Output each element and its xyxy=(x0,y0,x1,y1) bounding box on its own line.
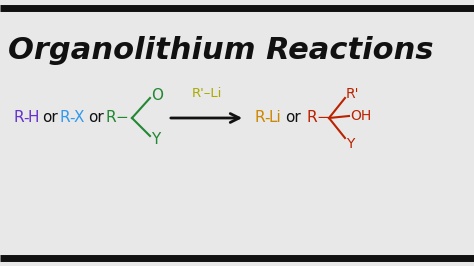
Text: Y: Y xyxy=(151,132,160,148)
Text: O: O xyxy=(151,89,163,103)
Text: or: or xyxy=(42,110,58,126)
Text: Y: Y xyxy=(346,137,355,151)
Text: OH: OH xyxy=(350,109,371,123)
Text: R: R xyxy=(307,110,318,126)
Text: Organolithium Reactions: Organolithium Reactions xyxy=(8,36,434,65)
Text: or: or xyxy=(88,110,104,126)
Text: -: - xyxy=(69,110,74,126)
Text: or: or xyxy=(285,110,301,126)
Text: Li: Li xyxy=(269,110,282,126)
Text: R'–Li: R'–Li xyxy=(191,87,222,100)
Text: R: R xyxy=(106,110,117,126)
Text: -: - xyxy=(264,110,270,126)
Text: X: X xyxy=(74,110,84,126)
Text: −: − xyxy=(115,110,128,126)
Text: H: H xyxy=(28,110,39,126)
Text: R: R xyxy=(255,110,265,126)
Text: −: − xyxy=(316,110,329,126)
Text: R: R xyxy=(14,110,25,126)
Text: R': R' xyxy=(346,87,359,101)
Text: R: R xyxy=(60,110,71,126)
Text: -: - xyxy=(23,110,28,126)
